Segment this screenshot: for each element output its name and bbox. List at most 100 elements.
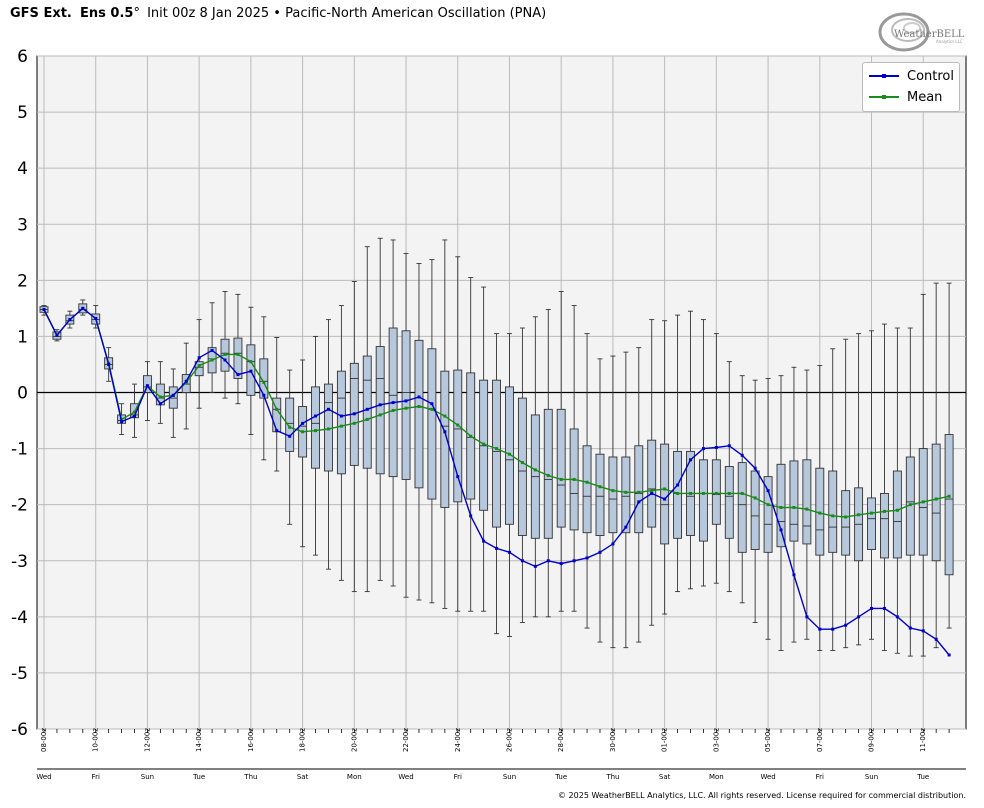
control-point — [391, 401, 395, 405]
mean-point — [831, 514, 835, 518]
x-tick-label: 11-00z — [919, 728, 927, 752]
mean-point — [585, 480, 589, 484]
iqr-box — [142, 375, 152, 393]
mean-point — [275, 407, 279, 411]
weatherbell-logo: WeatherBELL Analytics LLC — [878, 6, 970, 54]
y-tick-label: -2 — [11, 496, 28, 516]
control-point — [184, 379, 188, 383]
x-tick-label: 26-00z — [505, 728, 513, 752]
day-label: Fri — [92, 773, 100, 781]
iqr-box — [582, 445, 592, 534]
mean-point — [611, 489, 615, 493]
mean-point — [676, 491, 680, 495]
iqr-box — [492, 379, 501, 528]
iqr-box — [880, 493, 889, 559]
control-point — [572, 559, 576, 563]
box-whisker — [530, 316, 540, 618]
box-whisker — [440, 239, 450, 609]
mean-point — [844, 515, 848, 519]
mean-point — [378, 413, 382, 417]
box-whisker — [194, 319, 204, 409]
day-label: Sun — [865, 773, 878, 781]
control-point — [456, 475, 460, 479]
x-tick-label: 14-00z — [195, 728, 203, 752]
mean-point — [947, 494, 951, 498]
x-tick-label: 22-00z — [402, 728, 410, 752]
mean-point — [520, 461, 524, 465]
control-point — [585, 556, 589, 560]
mean-point — [210, 358, 214, 362]
legend-item-control: Control — [869, 67, 954, 85]
control-point — [792, 573, 796, 577]
control-point — [288, 434, 292, 438]
control-point — [314, 414, 318, 418]
control-point — [326, 407, 330, 411]
box-whisker — [492, 333, 501, 635]
y-tick-label: 6 — [17, 47, 28, 67]
day-label: Sun — [141, 773, 154, 781]
control-point — [120, 420, 124, 424]
control-point — [844, 623, 848, 627]
control-point — [352, 412, 356, 416]
box-whisker — [608, 355, 618, 649]
iqr-box — [750, 470, 760, 550]
y-axis: 6 5 4 3 2 1 0 -1 -2 -3 -4 -5 -6 — [11, 47, 28, 740]
mean-point — [663, 487, 667, 491]
legend-label-mean: Mean — [907, 89, 943, 105]
legend-item-mean: Mean — [869, 88, 942, 106]
mean-point — [895, 508, 899, 512]
mean-point — [598, 485, 602, 489]
box-whisker — [737, 375, 747, 604]
y-tick-label: 0 — [17, 384, 28, 404]
control-point — [145, 384, 149, 388]
mean-point — [469, 434, 473, 438]
mean-point — [197, 364, 201, 368]
mean-point — [352, 421, 356, 425]
control-point — [766, 489, 770, 493]
control-point — [262, 393, 266, 397]
control-point — [857, 615, 861, 619]
day-label: Sat — [659, 773, 671, 781]
control-point — [68, 318, 72, 322]
box-whisker — [582, 333, 592, 629]
mean-point — [921, 500, 925, 504]
degree-symbol: ° — [133, 6, 140, 21]
x-tick-label: 16-00z — [247, 728, 255, 752]
mean-point — [495, 447, 499, 451]
iqr-box — [828, 470, 838, 553]
control-point — [663, 497, 667, 501]
control-point — [42, 307, 46, 311]
mean-point — [701, 491, 705, 495]
box-whisker — [789, 366, 799, 643]
iqr-box — [595, 453, 605, 536]
control-point — [650, 491, 654, 495]
mean-point — [443, 414, 447, 418]
iqr-box — [362, 355, 372, 469]
ens-label: Ens 0.5 — [80, 6, 134, 21]
control-point — [158, 402, 162, 406]
iqr-box — [194, 361, 204, 377]
box-whisker — [802, 369, 812, 640]
control-point — [404, 399, 408, 403]
box-whisker — [854, 333, 864, 646]
control-point — [507, 550, 511, 554]
control-point — [197, 356, 201, 360]
x-tick-label: 18-00z — [299, 728, 307, 752]
control-point — [275, 429, 279, 433]
x-axis: 08-00z Wed 10-00z Fri 12-00z Sun 14-00z Tue 16-0… — [36, 728, 966, 781]
index-name: Pacific-North American Oscillation (PNA) — [285, 6, 547, 21]
logo-subtext: Analytics LLC — [936, 39, 963, 44]
control-point — [727, 444, 731, 448]
mean-point — [326, 427, 330, 431]
mean-point — [158, 395, 162, 399]
init-time: Init 00z 8 Jan 2025 — [147, 6, 270, 21]
mean-point — [908, 503, 912, 507]
mean-point — [857, 513, 861, 517]
iqr-box — [453, 369, 463, 503]
mean-point — [753, 496, 757, 500]
mean-swatch — [869, 92, 899, 102]
y-tick-label: -6 — [11, 720, 28, 740]
mean-point — [430, 407, 434, 411]
x-tick-label: 20-00z — [350, 728, 358, 752]
day-label: Wed — [36, 773, 51, 781]
